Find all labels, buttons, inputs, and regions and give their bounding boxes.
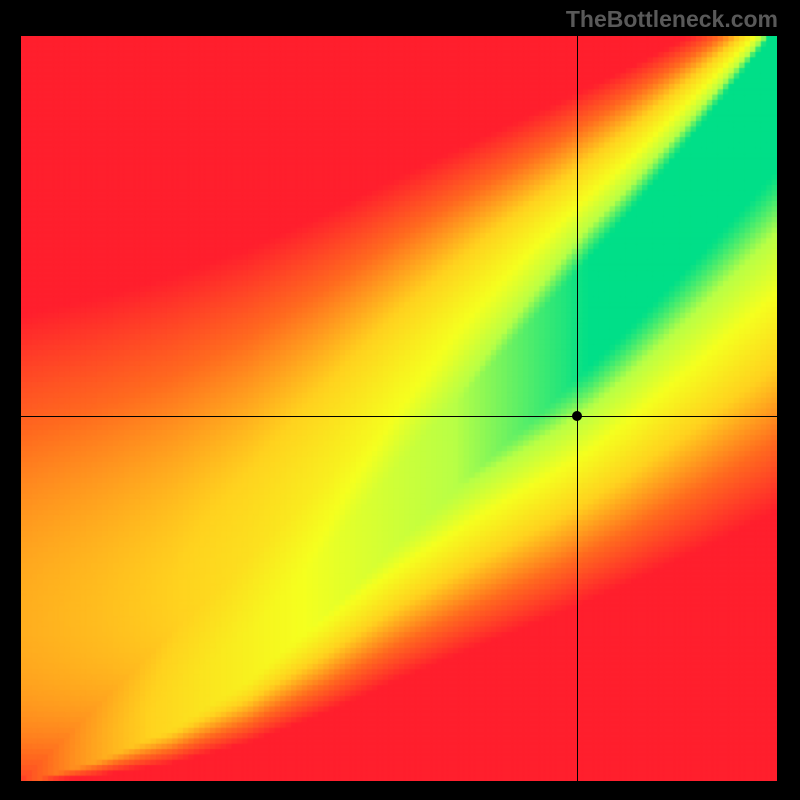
plot-area xyxy=(21,36,777,781)
crosshair-vertical xyxy=(577,36,578,781)
page-root: TheBottleneck.com xyxy=(0,0,800,800)
watermark-text: TheBottleneck.com xyxy=(566,6,778,33)
crosshair-horizontal xyxy=(21,416,777,417)
heatmap-canvas xyxy=(21,36,777,781)
marker-point xyxy=(572,411,582,421)
